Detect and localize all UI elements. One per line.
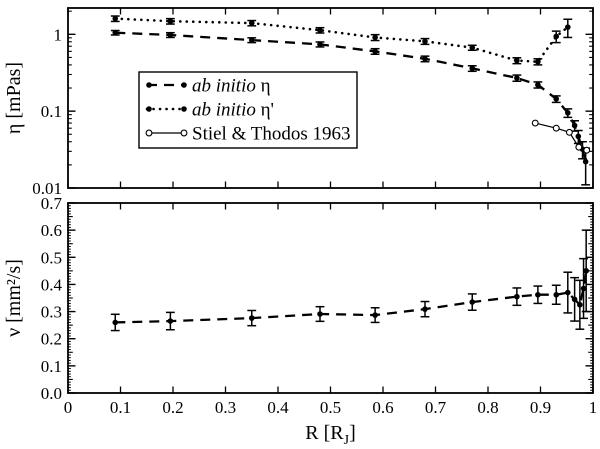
data-point	[514, 293, 520, 300]
x-axis-label: R [RJ]	[305, 422, 355, 448]
data-point	[112, 15, 119, 22]
data-point	[535, 82, 541, 88]
data-point	[112, 319, 119, 326]
y-tick-label: 0.0	[41, 384, 62, 403]
x-tick-label: 0.4	[267, 398, 289, 417]
legend-sample-marker	[181, 82, 187, 88]
data-point	[583, 146, 591, 154]
y-tick-label: 0.4	[41, 275, 63, 294]
x-tick-label: 0.2	[162, 398, 183, 417]
data-point	[575, 133, 582, 140]
eta-panel-y-axis-label: η [mPas]	[3, 62, 25, 134]
data-point	[553, 33, 560, 40]
data-point	[422, 56, 428, 62]
legend-sample-marker	[181, 106, 187, 112]
legend-sample-marker	[146, 82, 152, 88]
legend-entry-label: ab initio η	[192, 76, 271, 97]
nu-panel-y-axis-label: ν [mm²/s]	[3, 259, 25, 337]
y-tick-label: 0.1	[41, 102, 62, 121]
data-point	[372, 34, 378, 41]
legend: ab initio η ab initio η' Stiel & Thodos 19…	[138, 71, 358, 149]
legend-entry-label: ab initio η'	[192, 100, 274, 121]
legend-sample-marker	[145, 129, 153, 137]
data-point	[577, 301, 583, 308]
data-point	[317, 27, 323, 34]
x-tick-label: 0.7	[425, 398, 447, 417]
x-tick-label: 0.6	[372, 398, 393, 417]
data-point	[552, 124, 560, 132]
data-point	[469, 44, 476, 51]
series-line-ab-initio-eta-prime	[114, 17, 570, 64]
data-point	[582, 158, 589, 165]
y-tick-label: 1	[54, 25, 63, 44]
data-point	[553, 96, 560, 102]
data-point	[553, 291, 560, 298]
x-tick-label: 0.5	[320, 398, 341, 417]
data-point	[317, 41, 323, 48]
y-tick-label: 0.3	[41, 303, 62, 322]
eta-panel: 1 0.1 0.01 η [mPas] ab initio η ab initio η' S…	[3, 7, 594, 198]
x-tick-label: 0.3	[215, 398, 236, 417]
x-tick-label: 0.8	[477, 398, 498, 417]
data-point	[571, 296, 578, 303]
data-point	[535, 58, 541, 65]
legend-sample-marker	[180, 129, 188, 137]
data-point	[422, 38, 428, 45]
nu-panel-ticks	[67, 202, 594, 394]
data-point	[469, 65, 476, 72]
data-point	[565, 128, 573, 136]
y-tick-label: 0.2	[41, 330, 62, 349]
data-point	[248, 315, 255, 321]
x-tick-label: 1	[589, 398, 598, 417]
y-tick-label: 0.1	[41, 357, 62, 376]
data-point	[372, 48, 378, 55]
data-point	[575, 143, 583, 151]
data-point	[514, 57, 520, 64]
data-point	[565, 24, 571, 30]
series-stiel-thodos-1963	[531, 119, 591, 154]
x-tick-label: 0.9	[530, 398, 551, 417]
eta-panel-ticks	[67, 8, 594, 189]
legend-sample-marker	[146, 106, 152, 112]
data-point	[565, 289, 571, 296]
data-point	[167, 32, 174, 38]
legend-box	[138, 71, 358, 149]
y-tick-label: 0.7	[41, 194, 63, 213]
data-point	[317, 311, 323, 317]
data-point	[248, 37, 255, 43]
data-point	[571, 122, 578, 129]
data-point	[580, 285, 587, 292]
x-tick-label: 0.1	[110, 398, 131, 417]
series-ab-initio-nu	[110, 229, 591, 332]
data-point	[531, 119, 539, 127]
data-point	[535, 291, 541, 298]
data-point	[248, 20, 255, 26]
data-point	[583, 268, 589, 274]
legend-entry-label: Stiel & Thodos 1963	[192, 124, 351, 145]
data-point	[422, 306, 428, 312]
y-tick-label: 0.5	[41, 248, 62, 267]
data-point	[112, 29, 119, 36]
y-tick-label: 0.6	[41, 221, 62, 240]
nu-panel: 0 0.1 0.2 0.3 0.4 0.5 0.6 0.7 0.8 0.9 1 0.0 0.1 0.2 0.…	[3, 194, 597, 448]
data-point	[372, 312, 378, 318]
x-tick-label: 0	[64, 398, 73, 417]
data-point	[514, 75, 520, 81]
series-ab-initio-eta-prime	[110, 15, 573, 66]
series-line-ab-initio-eta	[115, 31, 587, 162]
data-point	[167, 318, 174, 324]
data-point	[565, 110, 571, 116]
y-tick-label: 0.01	[32, 179, 62, 198]
data-point	[167, 18, 174, 25]
data-point	[469, 299, 476, 305]
